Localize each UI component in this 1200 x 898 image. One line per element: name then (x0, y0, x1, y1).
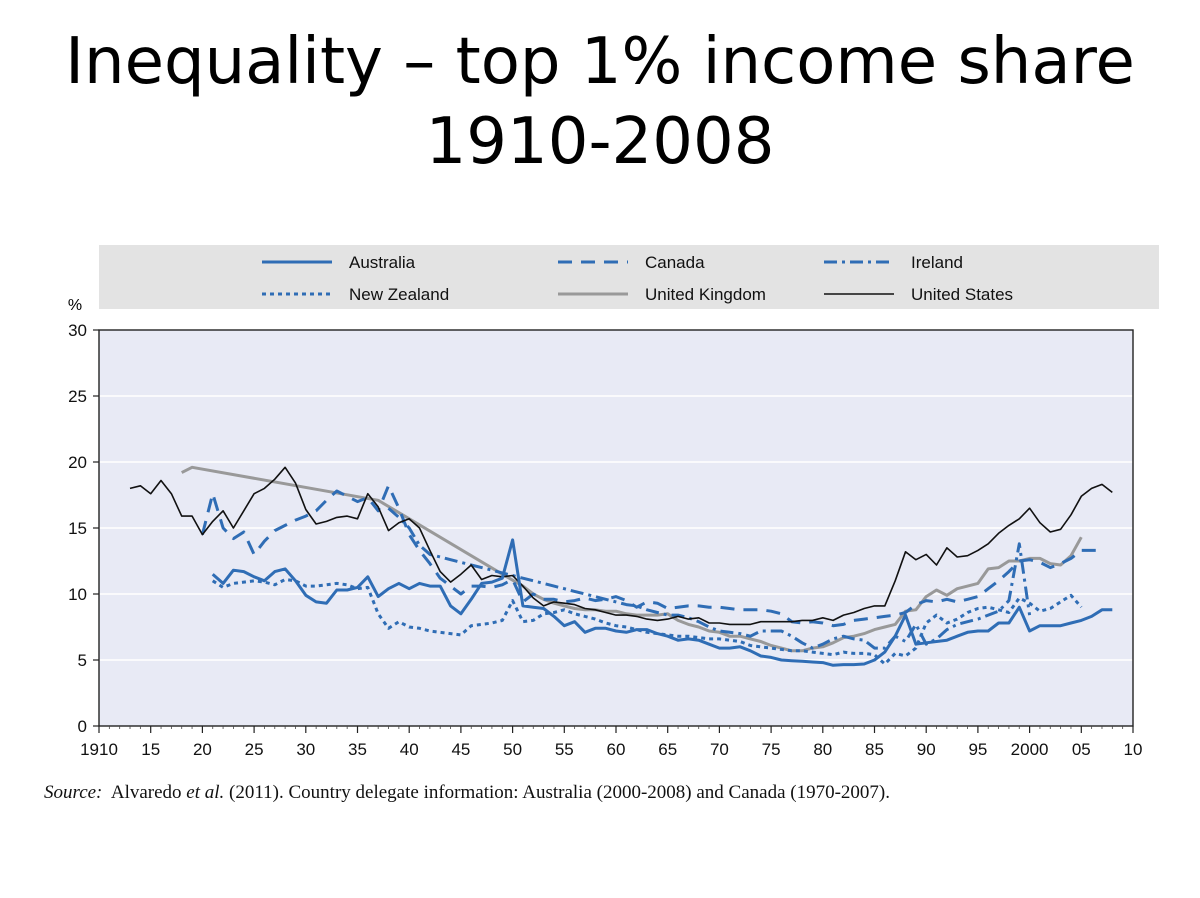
source-authors: Alvaredo (110, 782, 182, 803)
series-line-canada (200, 484, 1102, 628)
legend-label-new-zealand: New Zealand (349, 285, 449, 304)
x-axis: 1910 15 20 25 30 35 40 45 50 55 60 65 70 75 80 85 90 95 20… (80, 726, 1142, 759)
source-note: Source: Alvaredo et al. (2011). Country … (44, 782, 890, 804)
source-rest: (2011). Country delegate information: Au… (229, 782, 891, 803)
y-tick-label-10: 10 (68, 585, 87, 604)
legend-label-united-kingdom: United Kingdom (645, 285, 766, 304)
source-etal: et al. (186, 782, 225, 803)
y-tick-label-0: 0 (78, 717, 87, 736)
x-tick-label-35: 35 (348, 740, 367, 759)
x-tick-label-20: 20 (193, 740, 212, 759)
x-tick-label-25: 25 (245, 740, 264, 759)
x-tick-label-55: 55 (555, 740, 574, 759)
slide-title-line-1: Inequality – top 1% income share (65, 25, 1135, 99)
y-tick-label-5: 5 (78, 651, 87, 670)
chart-legend: Australia Canada Ireland New Zealand United … (262, 253, 1013, 304)
x-tick-label-80: 80 (813, 740, 832, 759)
x-tick-label-10: 10 (1124, 740, 1143, 759)
x-tick-label-40: 40 (400, 740, 419, 759)
legend-label-ireland: Ireland (911, 253, 963, 272)
y-tick-label-30: 30 (68, 321, 87, 340)
y-axis: 0 5 10 15 20 25 30 (68, 321, 99, 736)
y-tick-label-20: 20 (68, 453, 87, 472)
x-tick-label-30: 30 (296, 740, 315, 759)
x-tick-label-50: 50 (503, 740, 522, 759)
x-tick-label-90: 90 (917, 740, 936, 759)
series-line-australia (211, 538, 1113, 667)
series-line-ireland (387, 507, 1032, 650)
gridlines (99, 395, 1133, 661)
x-tick-label-15: 15 (141, 740, 160, 759)
x-tick-label-60: 60 (607, 740, 626, 759)
slide-title-line-2: 1910-2008 (425, 105, 775, 179)
x-tick-label-95: 95 (968, 740, 987, 759)
series-line-new-zealand (211, 578, 1083, 666)
y-axis-label: % (68, 297, 82, 314)
x-tick-label-45: 45 (451, 740, 470, 759)
legend-background (99, 245, 1159, 309)
source-label: Source: (44, 782, 103, 803)
slide-title: Inequality – top 1% income share 1910-20… (0, 22, 1200, 182)
legend-label-united-states: United States (911, 285, 1013, 304)
x-tick-label-75: 75 (762, 740, 781, 759)
y-tick-label-25: 25 (68, 387, 87, 406)
legend-label-canada: Canada (645, 253, 705, 272)
x-tick-label-85: 85 (865, 740, 884, 759)
legend-label-australia: Australia (349, 253, 416, 272)
x-tick-label-2000: 2000 (1011, 740, 1049, 759)
y-tick-label-15: 15 (68, 519, 87, 538)
x-tick-label-70: 70 (710, 740, 729, 759)
series-line-united-states (129, 466, 1113, 626)
x-tick-label-65: 65 (658, 740, 677, 759)
x-tick-label-1910: 1910 (80, 740, 118, 759)
x-tick-label-05: 05 (1072, 740, 1091, 759)
series-layer (129, 465, 1113, 667)
